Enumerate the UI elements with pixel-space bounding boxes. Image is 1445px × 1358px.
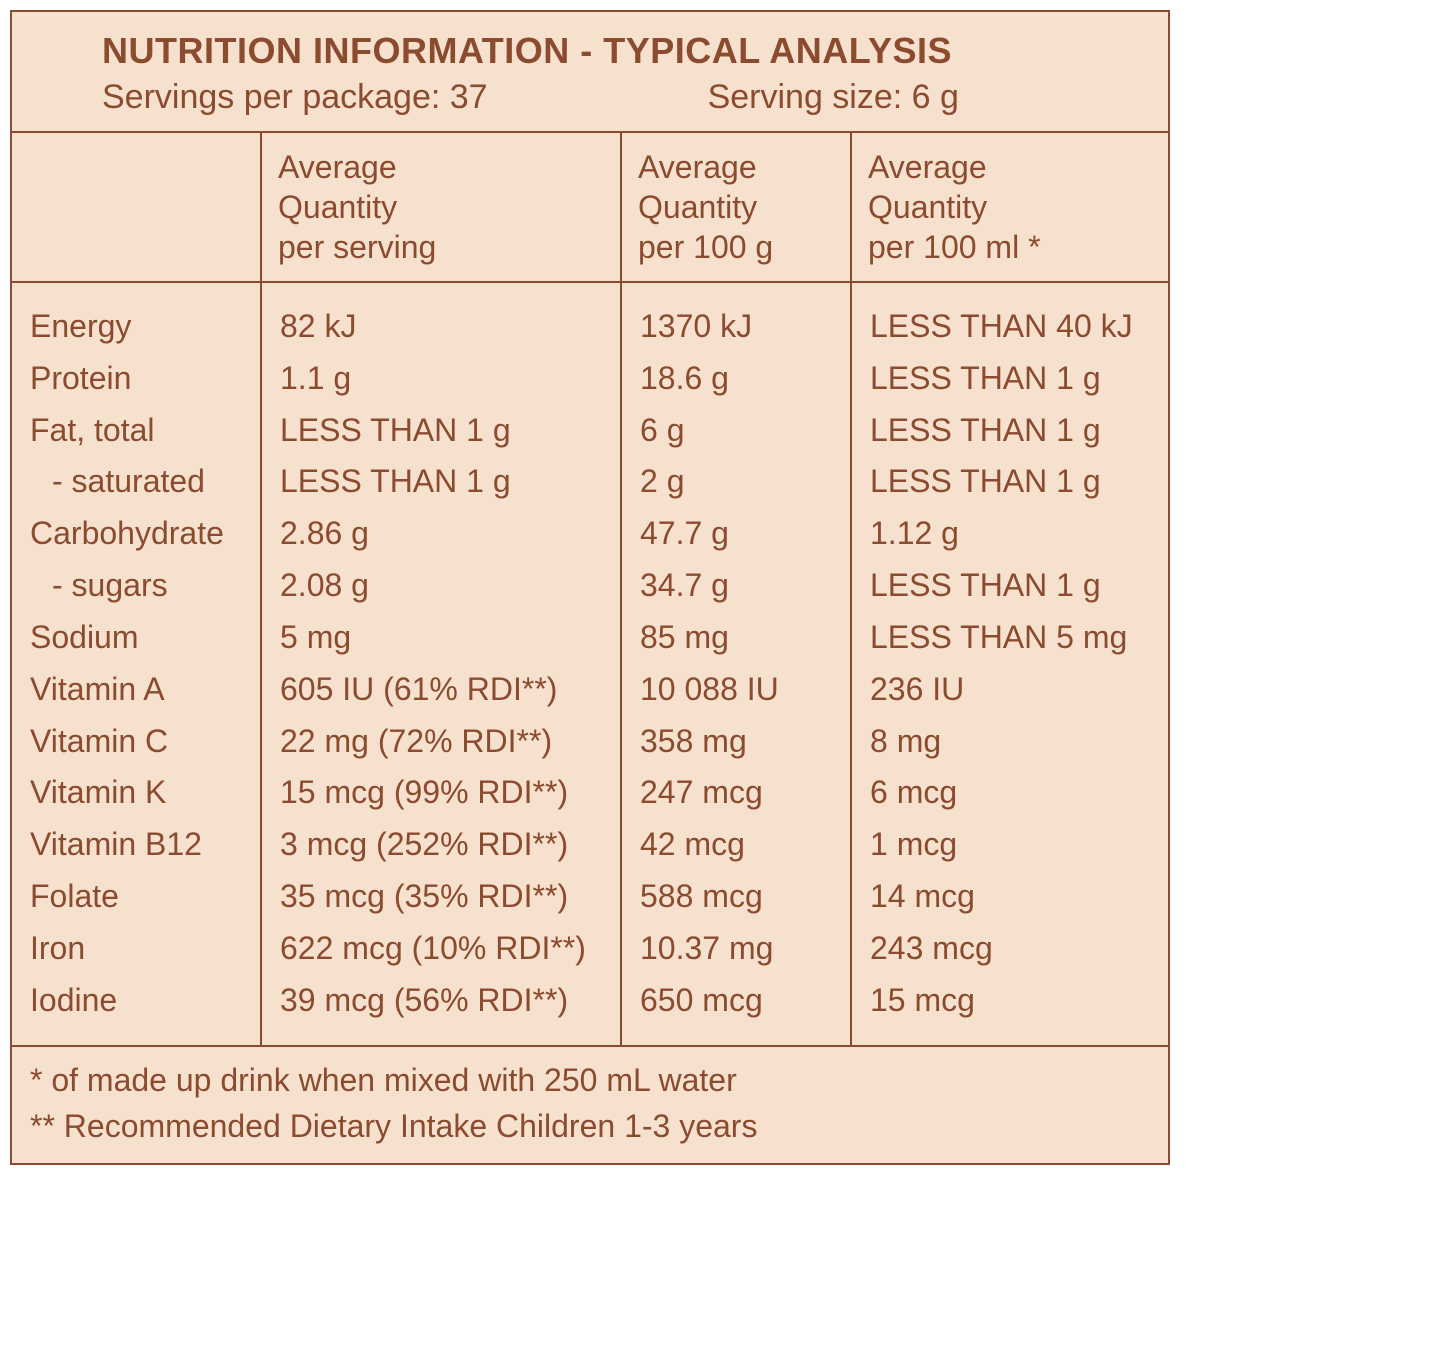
row-100ml: LESS THAN 5 mg xyxy=(870,612,1152,664)
row-label: - saturated xyxy=(30,456,244,508)
row-100ml: LESS THAN 1 g xyxy=(870,560,1152,612)
row-serving: 3 mcg (252% RDI**) xyxy=(280,819,604,871)
row-100g: 10 088 IU xyxy=(640,664,834,716)
row-label: Folate xyxy=(30,871,244,923)
row-label: - sugars xyxy=(30,560,244,612)
row-serving: 1.1 g xyxy=(280,353,604,405)
row-100ml: 15 mcg xyxy=(870,975,1152,1027)
column-header-100g: AverageQuantityper 100 g xyxy=(622,133,852,281)
row-100ml: LESS THAN 40 kJ xyxy=(870,301,1152,353)
row-serving: 2.08 g xyxy=(280,560,604,612)
row-serving: 622 mcg (10% RDI**) xyxy=(280,923,604,975)
column-labels: EnergyProteinFat, total- saturatedCarboh… xyxy=(12,283,262,1045)
row-100ml: 243 mcg xyxy=(870,923,1152,975)
row-label: Vitamin C xyxy=(30,716,244,768)
row-100g: 358 mg xyxy=(640,716,834,768)
footnote-2: ** Recommended Dietary Intake Children 1… xyxy=(30,1103,1150,1149)
row-serving: LESS THAN 1 g xyxy=(280,456,604,508)
row-100ml: LESS THAN 1 g xyxy=(870,456,1152,508)
row-label: Carbohydrate xyxy=(30,508,244,560)
row-100g: 18.6 g xyxy=(640,353,834,405)
column-header-100ml: AverageQuantityper 100 ml * xyxy=(852,133,1168,281)
row-100g: 1370 kJ xyxy=(640,301,834,353)
row-label: Vitamin K xyxy=(30,767,244,819)
row-100ml: LESS THAN 1 g xyxy=(870,353,1152,405)
column-100g: 1370 kJ18.6 g6 g2 g47.7 g34.7 g85 mg10 0… xyxy=(622,283,852,1045)
row-100g: 47.7 g xyxy=(640,508,834,560)
row-label: Energy xyxy=(30,301,244,353)
row-100g: 42 mcg xyxy=(640,819,834,871)
servings-per-package: Servings per package: 37 xyxy=(102,78,488,117)
row-label: Vitamin B12 xyxy=(30,819,244,871)
row-100g: 6 g xyxy=(640,405,834,457)
row-100g: 650 mcg xyxy=(640,975,834,1027)
nutrition-panel: NUTRITION INFORMATION - TYPICAL ANALYSIS… xyxy=(10,10,1170,1165)
row-serving: 2.86 g xyxy=(280,508,604,560)
row-label: Fat, total xyxy=(30,405,244,457)
row-serving: 5 mg xyxy=(280,612,604,664)
serving-size: Serving size: 6 g xyxy=(708,78,959,117)
row-serving: 15 mcg (99% RDI**) xyxy=(280,767,604,819)
row-label: Iron xyxy=(30,923,244,975)
row-label: Iodine xyxy=(30,975,244,1027)
row-100g: 247 mcg xyxy=(640,767,834,819)
panel-title: NUTRITION INFORMATION - TYPICAL ANALYSIS xyxy=(102,30,1128,72)
row-100g: 10.37 mg xyxy=(640,923,834,975)
row-serving: 22 mg (72% RDI**) xyxy=(280,716,604,768)
column-headers: AverageQuantityper serving AverageQuanti… xyxy=(12,133,1168,283)
column-100ml: LESS THAN 40 kJLESS THAN 1 gLESS THAN 1 … xyxy=(852,283,1168,1045)
row-label: Protein xyxy=(30,353,244,405)
panel-subhead: Servings per package: 37 Serving size: 6… xyxy=(52,78,1128,117)
row-100g: 85 mg xyxy=(640,612,834,664)
row-label: Vitamin A xyxy=(30,664,244,716)
row-100ml: 6 mcg xyxy=(870,767,1152,819)
table-body: EnergyProteinFat, total- saturatedCarboh… xyxy=(12,283,1168,1047)
row-100g: 34.7 g xyxy=(640,560,834,612)
row-100g: 2 g xyxy=(640,456,834,508)
row-100g: 588 mcg xyxy=(640,871,834,923)
row-serving: LESS THAN 1 g xyxy=(280,405,604,457)
footnote-1: * of made up drink when mixed with 250 m… xyxy=(30,1057,1150,1103)
panel-footer: * of made up drink when mixed with 250 m… xyxy=(12,1047,1168,1164)
row-100ml: 1 mcg xyxy=(870,819,1152,871)
row-serving: 82 kJ xyxy=(280,301,604,353)
row-serving: 39 mcg (56% RDI**) xyxy=(280,975,604,1027)
row-100ml: 14 mcg xyxy=(870,871,1152,923)
column-serving: 82 kJ1.1 gLESS THAN 1 gLESS THAN 1 g2.86… xyxy=(262,283,622,1045)
row-100ml: 236 IU xyxy=(870,664,1152,716)
row-100ml: 8 mg xyxy=(870,716,1152,768)
panel-header: NUTRITION INFORMATION - TYPICAL ANALYSIS… xyxy=(12,12,1168,133)
row-100ml: 1.12 g xyxy=(870,508,1152,560)
row-label: Sodium xyxy=(30,612,244,664)
column-header-blank xyxy=(12,133,262,281)
row-serving: 35 mcg (35% RDI**) xyxy=(280,871,604,923)
row-100ml: LESS THAN 1 g xyxy=(870,405,1152,457)
row-serving: 605 IU (61% RDI**) xyxy=(280,664,604,716)
column-header-serving: AverageQuantityper serving xyxy=(262,133,622,281)
